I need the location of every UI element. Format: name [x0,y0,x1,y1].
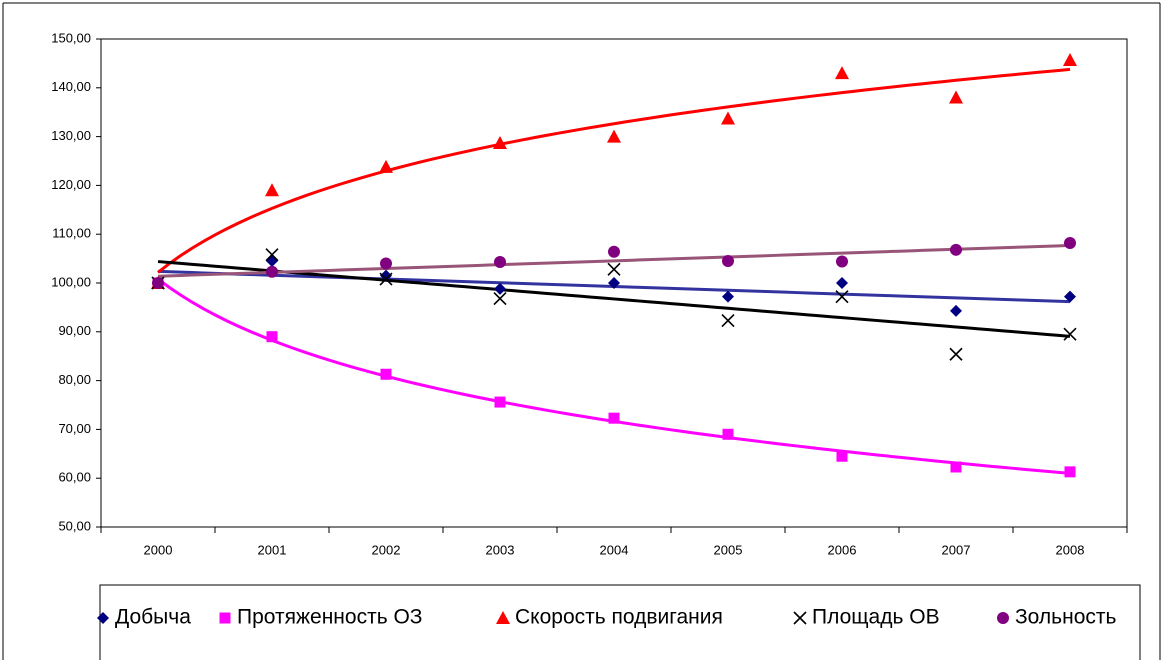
data-point [836,450,848,462]
data-point [265,183,279,197]
y-tick-label: 100,00 [51,274,91,289]
legend-label: Площадь ОВ [812,606,940,629]
data-point [950,461,962,473]
data-point [835,66,849,80]
data-point [1063,52,1077,66]
y-tick-label: 60,00 [58,470,91,485]
y-tick-label: 70,00 [58,421,91,436]
data-point [152,277,164,289]
data-point [949,347,963,361]
trendline [157,260,1071,338]
legend-marker [97,612,109,624]
trendline [157,277,1071,475]
trendline [157,67,1071,274]
data-point [608,245,620,258]
y-tick-label: 150,00 [51,30,91,45]
data-point [380,257,392,270]
x-tick-label: 2000 [144,542,173,557]
data-point [1064,290,1076,303]
y-tick-label: 80,00 [58,372,91,387]
data-point [1063,327,1077,341]
data-point [722,428,734,440]
data-point [379,272,393,286]
data-point [722,290,734,303]
data-point [494,256,506,269]
data-point [266,255,278,268]
legend-marker [219,612,231,624]
legend-label: Скорость подвигания [515,606,723,629]
data-point [380,269,392,282]
data-point [607,262,621,276]
trendline [157,243,1071,278]
x-tick-label: 2005 [714,542,743,557]
legend-marker [496,611,510,624]
x-tick-label: 2008 [1056,542,1085,557]
y-tick-label: 120,00 [51,177,91,192]
data-point [721,314,735,328]
data-point [1064,236,1076,249]
data-point [721,111,735,125]
data-point [950,304,962,317]
data-point [1064,466,1076,478]
legend-marker [997,612,1009,624]
data-point [266,265,278,278]
legend-marker [793,611,807,625]
data-point [608,412,620,424]
data-point [493,292,507,306]
data-point [836,277,848,289]
data-point [950,243,962,256]
y-tick-label: 90,00 [58,323,91,338]
y-tick-label: 140,00 [51,79,91,94]
data-point [494,396,506,408]
data-point [608,277,620,289]
y-tick-label: 130,00 [51,128,91,143]
legend [99,584,1141,660]
x-tick-label: 2003 [486,542,515,557]
data-point [379,159,393,173]
x-tick-label: 2007 [942,542,971,557]
legend-label: Зольность [1015,606,1116,629]
legend-label: Добыча [115,606,191,629]
y-tick-label: 50,00 [58,518,91,533]
data-point [835,290,849,304]
x-tick-label: 2001 [258,542,287,557]
y-tick-label: 110,00 [52,226,91,241]
data-point [265,248,279,262]
data-point [493,135,507,149]
legend-label: Протяженность ОЗ [237,606,423,629]
data-point [494,282,506,295]
data-point [607,129,621,143]
x-tick-label: 2002 [372,542,401,557]
data-point [836,255,848,268]
x-tick-label: 2006 [828,542,857,557]
data-point [722,255,734,268]
data-point [266,331,278,343]
data-point [949,90,963,104]
x-tick-label: 2004 [600,542,629,557]
data-point [380,368,392,380]
